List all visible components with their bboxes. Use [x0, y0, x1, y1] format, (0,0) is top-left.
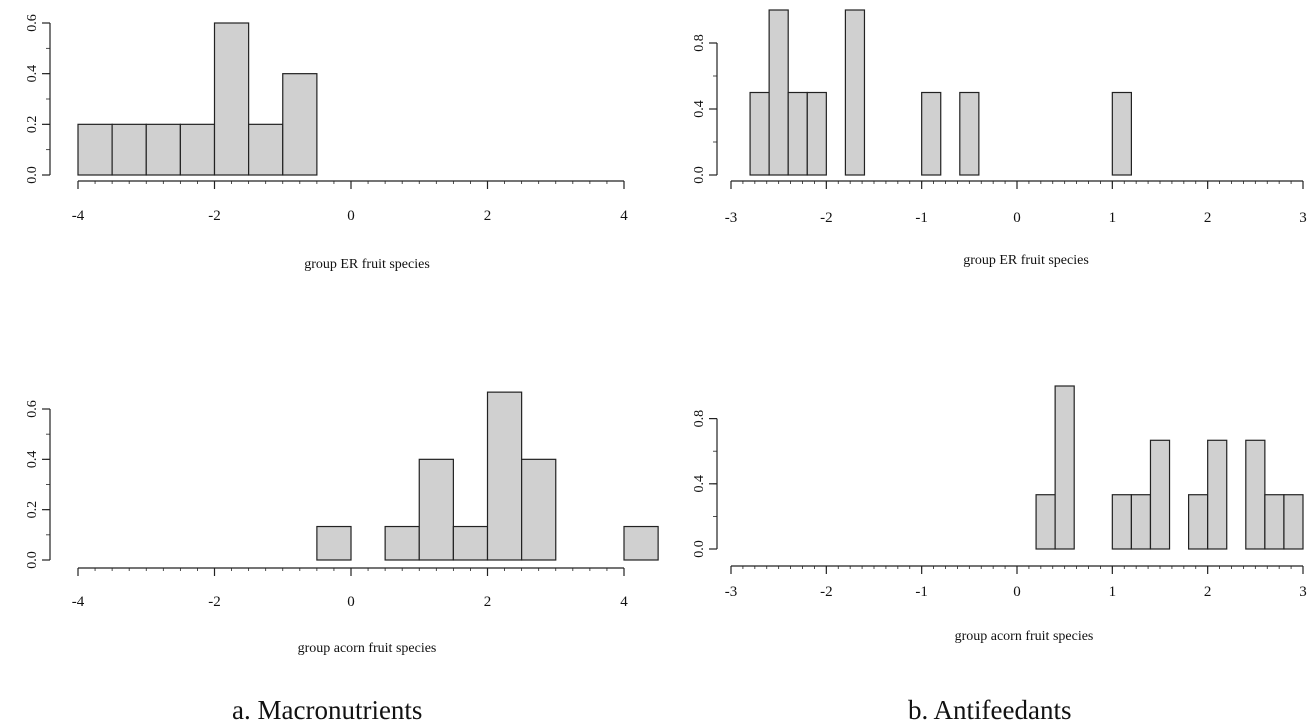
chart-3-y-tick-label-0: 0.0 — [692, 540, 707, 558]
chart-2-bar-5 — [844, 9, 866, 176]
chart-1-y-tick-label-2: 0.4 — [25, 451, 40, 469]
chart-2-x-axis-label: group ER fruit species — [963, 253, 1089, 268]
chart-1-y-tick-label-0: 0.0 — [25, 551, 40, 569]
chart-3-y-tick-label-2: 0.8 — [692, 410, 707, 428]
chart-3-x-tick-label-3: 0 — [1013, 584, 1021, 600]
chart-1-bar-13 — [521, 458, 557, 561]
chart-0-x-tick-label-1: -2 — [208, 208, 221, 224]
chart-1-x-axis-label: group acorn fruit species — [298, 641, 437, 656]
panel-label-b: b. Antifeedants — [908, 695, 1072, 725]
chart-0-x-tick-label-3: 2 — [484, 208, 492, 224]
chart-2-y-tick-label-2: 0.8 — [692, 34, 707, 52]
chart-3-x-tick-label-6: 3 — [1299, 584, 1307, 600]
chart-2-bar-2 — [787, 91, 808, 176]
chart-1-bar-16 — [623, 525, 659, 561]
chart-2-bar-19 — [1111, 91, 1132, 176]
chart-0-y-tick-label-0: 0.0 — [25, 166, 40, 184]
chart-3-bar-26 — [1245, 439, 1266, 550]
chart-2-x-tick-label-4: 1 — [1109, 210, 1117, 226]
chart-2-x-tick-label-1: -2 — [820, 210, 833, 226]
chart-0-x-tick-label-4: 4 — [620, 208, 628, 224]
chart-0-x-tick-label-2: 0 — [347, 208, 355, 224]
chart-2-bar-3 — [806, 91, 827, 176]
chart-0-y-tick-label-1: 0.2 — [25, 116, 40, 134]
chart-2-x-tick-label-5: 2 — [1204, 210, 1212, 226]
chart-2-bar-11 — [959, 91, 980, 176]
chart-0-bar-3 — [179, 123, 216, 176]
chart-2-x-tick-label-0: -3 — [725, 210, 738, 226]
chart-3-bar-16 — [1054, 385, 1075, 550]
chart-0-bar-4 — [213, 22, 250, 176]
chart-0-y-tick-label-2: 0.4 — [25, 65, 40, 83]
chart-3-x-tick-label-1: -2 — [820, 584, 833, 600]
chart-0-bar-1 — [111, 123, 147, 176]
chart-1-x-tick-label-4: 4 — [620, 594, 628, 610]
chart-0-bar-5 — [248, 123, 284, 176]
chart-1-x-tick-label-3: 2 — [484, 594, 492, 610]
chart-1-bar-10 — [418, 458, 454, 561]
chart-1-bar-11 — [452, 525, 489, 561]
chart-2-y-tick-label-0: 0.0 — [692, 166, 707, 184]
chart-1-x-tick-label-1: -2 — [208, 594, 221, 610]
chart-3-x-tick-label-4: 1 — [1109, 584, 1117, 600]
chart-1-bar-12 — [486, 391, 523, 561]
chart-3-bar-15 — [1035, 494, 1056, 550]
chart-1-y-tick-label-3: 0.6 — [25, 400, 40, 418]
chart-0-bar-0 — [77, 123, 113, 176]
chart-2-x-tick-label-6: 3 — [1299, 210, 1307, 226]
chart-0-bar-6 — [282, 73, 318, 176]
chart-2-x-tick-label-2: -1 — [915, 210, 928, 226]
chart-1-y-tick-label-1: 0.2 — [25, 501, 40, 518]
chart-2-x-tick-label-3: 0 — [1013, 210, 1021, 226]
chart-2-bar-0 — [749, 91, 770, 176]
chart-1-x-tick-label-2: 0 — [347, 594, 355, 610]
chart-1-bar-7 — [316, 525, 352, 561]
panel-label-a: a. Macronutrients — [232, 695, 423, 725]
chart-3-x-tick-label-2: -1 — [915, 584, 928, 600]
chart-0-x-axis-label: group ER fruit species — [304, 257, 430, 272]
chart-1-bar-9 — [384, 525, 420, 561]
chart-3-x-tick-label-0: -3 — [725, 584, 738, 600]
chart-2-y-tick-label-1: 0.4 — [692, 100, 707, 118]
chart-0-y-tick-label-3: 0.6 — [25, 14, 40, 32]
chart-2-bar-9 — [921, 91, 942, 176]
chart-3-bar-20 — [1130, 494, 1152, 550]
chart-3-bar-27 — [1264, 494, 1285, 550]
chart-2-bar-1 — [768, 9, 789, 176]
chart-3-x-tick-label-5: 2 — [1204, 584, 1212, 600]
chart-3-bar-23 — [1187, 494, 1209, 550]
chart-0-bar-2 — [145, 123, 181, 176]
chart-3-y-tick-label-1: 0.4 — [692, 475, 707, 493]
chart-3-bar-21 — [1149, 439, 1171, 550]
chart-3-bar-19 — [1111, 494, 1132, 550]
chart-3-x-axis-label: group acorn fruit species — [955, 629, 1094, 644]
chart-1-x-tick-label-0: -4 — [72, 594, 85, 610]
chart-3-bar-28 — [1283, 494, 1304, 550]
chart-0-x-tick-label-0: -4 — [72, 208, 85, 224]
chart-3-bar-24 — [1207, 439, 1228, 550]
